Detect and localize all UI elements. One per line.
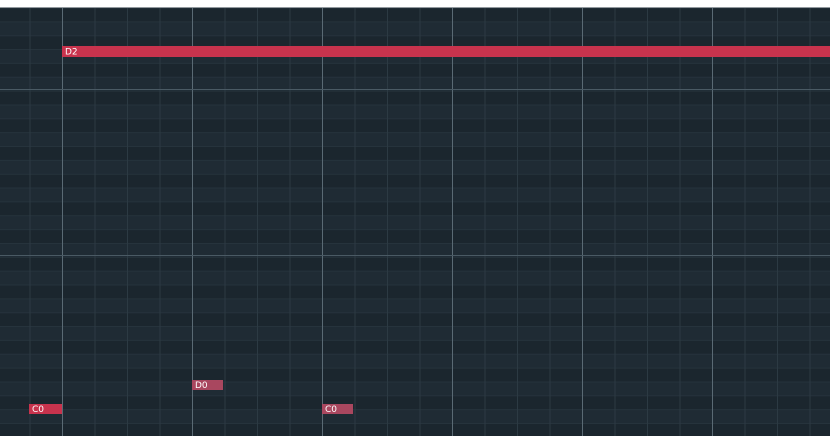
key-row [0, 8, 830, 22]
note[interactable]: C0 [322, 404, 353, 415]
note[interactable]: C0 [29, 404, 62, 415]
key-row [0, 340, 830, 355]
key-row [0, 257, 830, 272]
key-row [0, 423, 830, 436]
key-row [0, 174, 830, 189]
note-label: D0 [195, 381, 208, 391]
key-row [0, 298, 830, 313]
key-row [0, 104, 830, 119]
key-row [0, 312, 830, 327]
note[interactable]: D0 [192, 380, 223, 391]
key-row [0, 326, 830, 341]
key-row [0, 63, 830, 78]
note-body[interactable] [62, 46, 830, 57]
note-body[interactable] [192, 380, 223, 390]
key-row [0, 354, 830, 369]
note-label: D2 [65, 48, 78, 58]
key-rows [0, 7, 830, 436]
key-row [0, 243, 830, 258]
note-body[interactable] [29, 404, 62, 414]
key-row [0, 160, 830, 175]
key-row [0, 118, 830, 133]
note-body[interactable] [322, 404, 353, 414]
key-row [0, 381, 830, 396]
note[interactable]: D2 [62, 46, 830, 58]
key-row [0, 132, 830, 147]
key-row [0, 91, 830, 105]
key-row [0, 271, 830, 285]
key-row [0, 77, 830, 92]
key-row [0, 395, 830, 410]
key-row [0, 188, 830, 202]
key-row [0, 409, 830, 424]
key-row [0, 201, 830, 216]
key-row [0, 368, 830, 382]
key-row [0, 21, 830, 36]
key-row [0, 229, 830, 244]
key-row [0, 285, 830, 299]
note-label: C0 [325, 405, 337, 415]
key-row [0, 215, 830, 230]
beat-lines [29, 8, 811, 436]
key-row [0, 146, 830, 161]
note-label: C0 [32, 405, 44, 415]
